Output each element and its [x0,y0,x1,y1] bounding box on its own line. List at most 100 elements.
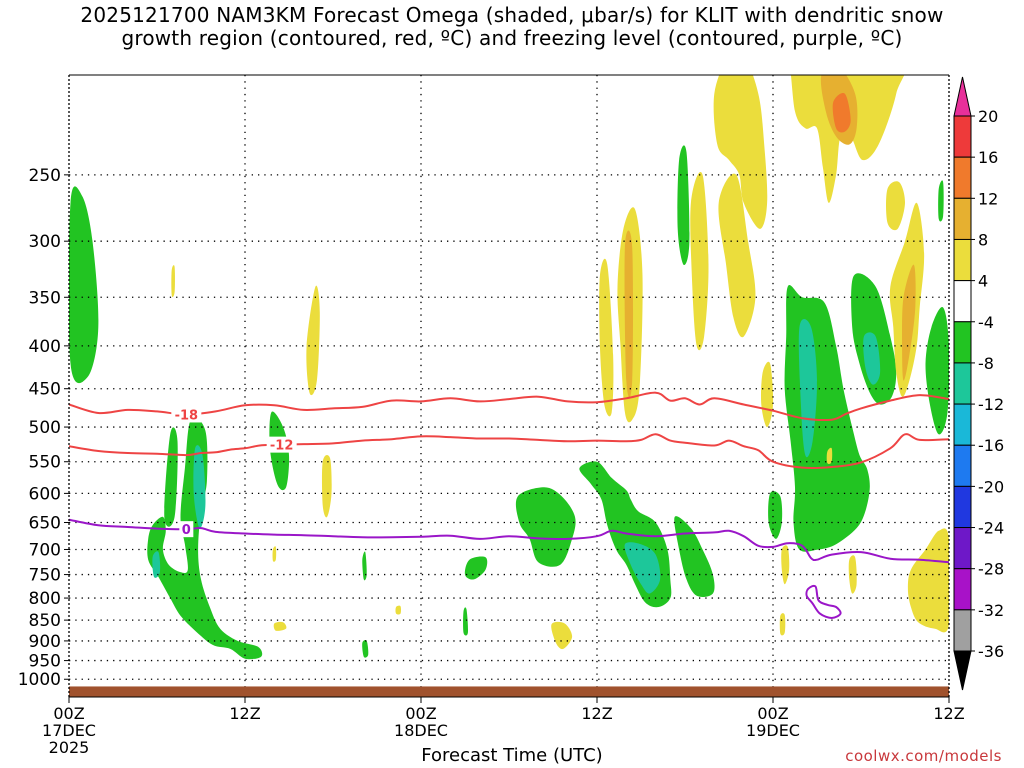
y-tick-label-850: 850 [29,611,61,631]
y-tick-label-300: 300 [29,232,61,252]
colorbar-label-13: -36 [978,642,1004,661]
colorbar-label-8: -16 [978,436,1004,455]
omega-region-22 [938,180,944,222]
title-line-1: 2025121700 NAM3KM Forecast Omega (shaded… [80,3,944,27]
omega-shading [69,75,949,660]
colorbar-box-9 [953,485,972,529]
dgz-isotherm-1-label: -12 [270,439,294,454]
ground-fill [69,686,949,697]
plot-frame [64,74,950,703]
dgz-isotherm-1-label-bg [266,436,297,453]
x-tick-label-36: 12Z [581,704,612,723]
y-tick-label-400: 400 [29,337,61,357]
colorbar-label-5: -4 [978,313,994,332]
y-tick-label-950: 950 [29,652,61,672]
credit-text: coolwx.com/models [845,747,1002,765]
ground-strip [69,686,949,697]
omega-region-12 [624,542,661,594]
dgz-isotherm-0-label: -18 [175,408,199,423]
y-tick-label-1000: 1000 [18,670,61,690]
omega-region-9 [463,607,469,636]
freezing-level-label-bg [179,521,194,538]
omega-region-15 [768,491,783,539]
omega-region-29 [551,621,573,650]
page-title: 2025121700 NAM3KM Forecast Omega (shaded… [0,4,1024,50]
omega-region-23 [171,265,175,298]
colorbar-box-5 [953,321,972,364]
dgz-isotherm-0-line [69,391,949,421]
y-tick-label-500: 500 [29,418,61,438]
colorbar-label-3: 8 [978,230,988,249]
title-line-2: growth region (contoured, red, ºC) and f… [121,26,903,50]
x-tick-date-0: 17DEC [42,721,96,740]
x-tick-year-0: 2025 [49,738,90,757]
omega-region-7 [362,639,369,658]
omega-region-39 [832,92,851,133]
y-tick-label-750: 750 [29,566,61,586]
freezing-level-label: 0 [182,523,191,538]
colorbar-label-10: -24 [978,519,1004,538]
omega-region-25 [321,455,332,518]
omega-region-27 [273,621,287,631]
x-tick-label-24: 00Z [405,704,436,723]
omega-region-8 [464,556,488,580]
omega-region-21 [925,307,949,435]
omega-region-28 [395,605,402,615]
temperature-contours: -18 -12 0 [69,391,949,620]
x-tick-label-12: 12Z [229,704,260,723]
x-axis-title: Forecast Time (UTC) [421,745,603,766]
axis-labels: 2503003504004505005506006507007508008509… [18,166,965,757]
colorbar-box-0 [953,115,972,158]
freezing-closed-line [805,584,842,620]
colorbar-label-9: -20 [978,477,1004,496]
freezing-level-line [69,518,949,564]
colorbar-box-8 [953,444,972,487]
omega-region-33 [690,172,709,351]
omega-region-36 [713,75,768,229]
omega-region-35 [760,361,774,428]
colorbar-box-7 [953,403,972,446]
omega-region-41 [902,264,916,381]
colorbar-label-4: 4 [978,272,988,291]
colorbar-label-1: 16 [978,148,998,167]
colorbar-box-6 [953,362,972,405]
colorbar-box-10 [953,527,972,570]
colorbar-top-arrow [953,76,972,117]
omega-region-18 [816,370,829,414]
y-tick-label-800: 800 [29,589,61,609]
omega-region-42 [886,181,906,231]
colorbar-label-12: -32 [978,601,1004,620]
omega-region-3 [193,445,206,529]
omega-region-26 [272,546,277,562]
x-tick-label-0: 00Z [53,704,84,723]
colorbar-label-2: 12 [978,189,998,208]
colorbar-box-3 [953,238,972,282]
omega-region-0 [69,186,99,384]
omega-region-24 [306,285,320,396]
x-tick-date-24: 18DEC [394,721,448,740]
omega-region-45 [826,447,833,464]
colorbar-label-0: 20 [978,107,998,126]
omega-region-30 [599,258,614,417]
y-tick-label-450: 450 [29,380,61,400]
y-tick-label-350: 350 [29,288,61,308]
y-tick-label-900: 900 [29,632,61,652]
omega-region-14 [677,145,690,266]
omega-region-37 [790,75,905,203]
colorbar-box-1 [953,156,972,199]
colorbar-box-11 [953,568,972,611]
omega-region-44 [779,613,786,636]
omega-region-6 [362,551,367,581]
colorbar: 20 16 12 8 4 -4 -8 -12 -16 -20 -24 -28 -32 -36 [953,76,1004,691]
omega-region-4 [152,551,161,578]
colorbar-box-2 [953,197,972,240]
omega-region-2 [147,417,263,660]
colorbar-box-12 [953,609,972,652]
y-tick-label-550: 550 [29,453,61,473]
omega-region-10 [515,487,576,567]
omega-region-43 [781,545,790,585]
colorbar-label-7: -12 [978,395,1004,414]
x-tick-date-48: 19DEC [746,721,800,740]
x-tick-label-48: 00Z [757,704,788,723]
